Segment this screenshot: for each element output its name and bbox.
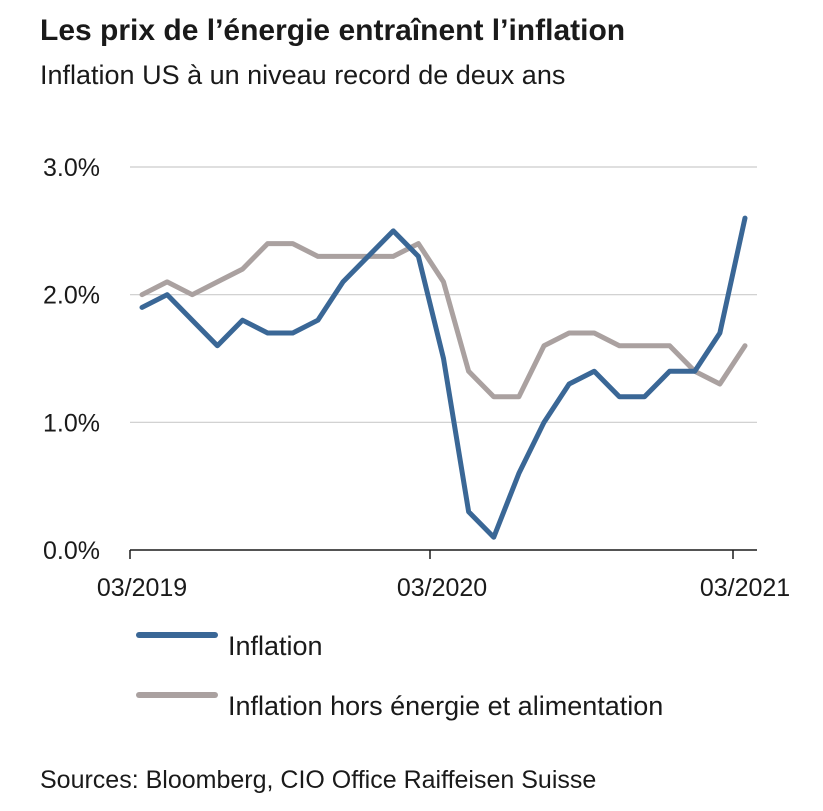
- series-line-core-inflation: [139, 241, 748, 400]
- legend-label-core-inflation: Inflation hors énergie et alimentation: [228, 691, 664, 721]
- y-tick-label: 1.0%: [43, 409, 100, 437]
- legend-swatch-core-inflation: [136, 692, 218, 698]
- y-tick-label: 0.0%: [43, 537, 100, 565]
- gridlines: [130, 166, 757, 423]
- x-tick-label: 03/2019: [97, 574, 187, 602]
- x-tick-label: 03/2020: [397, 574, 487, 602]
- y-tick-label: 3.0%: [43, 154, 100, 182]
- legend-swatch-inflation: [136, 632, 218, 638]
- chart-subtitle: Inflation US à un niveau record de deux …: [40, 60, 566, 90]
- x-tick-labels: 03/2019 03/2020 03/2021: [97, 574, 790, 602]
- line-chart: 0.0% 1.0% 2.0% 3.0% 03/2019 03/2020 03/2021: [43, 154, 790, 602]
- series-line-inflation: [139, 215, 748, 540]
- legend-label-inflation: Inflation: [228, 631, 323, 661]
- series-lines: [139, 215, 748, 540]
- chart-title: Les prix de l’énergie entraînent l’infla…: [40, 14, 626, 47]
- source-note: Sources: Bloomberg, CIO Office Raiffeise…: [40, 766, 597, 794]
- y-tick-labels: 0.0% 1.0% 2.0% 3.0%: [43, 154, 100, 565]
- x-tick-label: 03/2021: [700, 574, 790, 602]
- x-axis: [129, 549, 757, 559]
- y-tick-label: 2.0%: [43, 282, 100, 310]
